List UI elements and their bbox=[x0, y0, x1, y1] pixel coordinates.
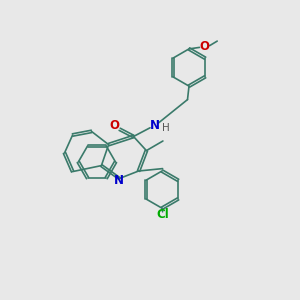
Text: O: O bbox=[110, 119, 120, 132]
Text: N: N bbox=[149, 119, 160, 132]
Text: Cl: Cl bbox=[156, 208, 169, 221]
Text: O: O bbox=[200, 40, 210, 53]
Text: H: H bbox=[162, 123, 170, 133]
Text: N: N bbox=[114, 174, 124, 188]
